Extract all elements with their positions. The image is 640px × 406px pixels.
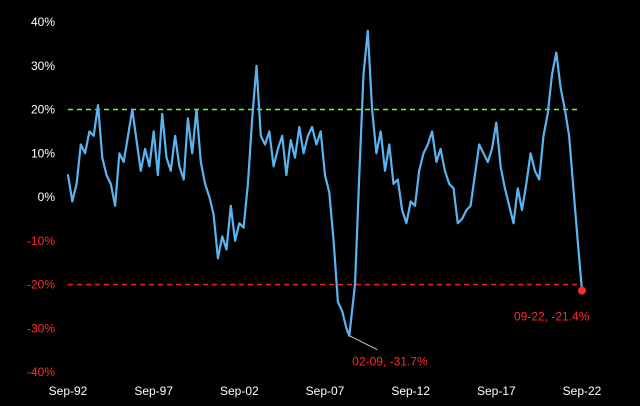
latest-point-marker — [578, 286, 586, 295]
x-axis: Sep-92 Sep-97 Sep-02 Sep-07 Sep-12 Sep-17 Sep-… — [49, 384, 602, 398]
x-tick-label: Sep-12 — [391, 384, 430, 398]
annotation-label: 09-22, -21.4% — [514, 310, 590, 324]
series-line — [66, 29, 584, 337]
y-tick-label: -10% — [27, 234, 55, 248]
x-tick-label: Sep-07 — [306, 384, 345, 398]
y-axis: 40% 30% 20% 10% 0% -10% -20% -30% -40% — [27, 15, 55, 379]
reference-lines — [68, 108, 580, 286]
y-tick-label: 10% — [31, 146, 55, 160]
y-tick-label: -40% — [27, 365, 55, 379]
y-tick-label: 0% — [38, 190, 56, 204]
series-group — [66, 29, 584, 337]
x-tick-label: Sep-02 — [220, 384, 259, 398]
y-tick-label: 20% — [31, 103, 55, 117]
annotation-label: 02-09, -31.7% — [352, 355, 428, 369]
annotation-leader-line — [349, 335, 378, 351]
y-tick-label: -20% — [27, 278, 55, 292]
y-tick-label: 30% — [31, 59, 55, 73]
x-tick-label: Sep-97 — [134, 384, 173, 398]
x-tick-label: Sep-22 — [563, 384, 602, 398]
x-tick-label: Sep-92 — [49, 384, 88, 398]
y-tick-label: 40% — [31, 15, 55, 29]
y-tick-label: -30% — [27, 321, 55, 335]
annotations-group: 02-09, -31.7% 09-22, -21.4% — [349, 286, 590, 369]
x-tick-label: Sep-17 — [477, 384, 516, 398]
